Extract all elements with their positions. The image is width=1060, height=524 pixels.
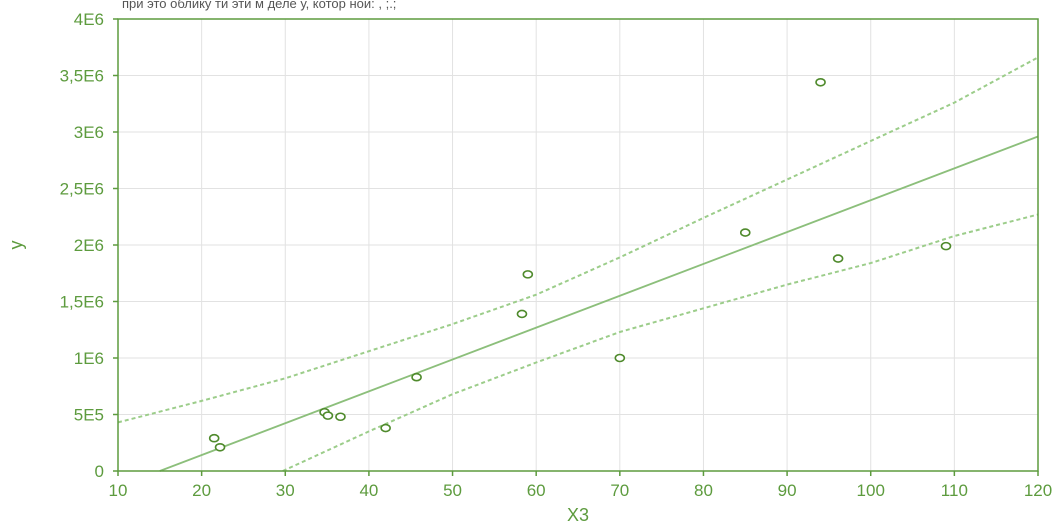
header-caption: при это облику ти эти м деле у, котор но… — [122, 0, 396, 11]
data-point — [516, 309, 528, 319]
grid — [118, 19, 1038, 471]
x-axis-ticks: 10 20 30 40 50 60 70 80 90 100 110 120 — [109, 471, 1052, 500]
data-point — [208, 433, 220, 443]
x-tick-label: 120 — [1024, 481, 1052, 500]
x-tick-label: 100 — [857, 481, 885, 500]
x-axis-title: X3 — [567, 505, 589, 524]
x-tick-label: 50 — [443, 481, 462, 500]
data-point — [832, 254, 844, 263]
x-tick-label: 70 — [610, 481, 629, 500]
regression-line-group — [159, 135, 1039, 472]
confidence-bands — [117, 56, 1039, 472]
data-point — [335, 412, 346, 422]
x-tick-label: 20 — [192, 481, 211, 500]
y-tick-label: 4E6 — [74, 10, 104, 29]
x-tick-label: 10 — [109, 481, 128, 500]
data-point — [214, 442, 226, 452]
data-point — [739, 228, 751, 237]
x-tick-label: 110 — [941, 481, 968, 500]
regression-line — [159, 135, 1039, 472]
y-tick-label: 1,5E6 — [60, 293, 104, 312]
y-tick-label: 3,5E6 — [60, 67, 104, 86]
lower-confidence-band — [282, 213, 1039, 472]
data-point — [380, 423, 391, 433]
data-points — [208, 77, 952, 452]
data-point — [522, 270, 534, 279]
x-tick-label: 80 — [694, 481, 713, 500]
x-tick-label: 30 — [276, 481, 295, 500]
data-point — [411, 372, 422, 382]
y-tick-label: 1E6 — [74, 349, 104, 368]
data-point — [322, 411, 334, 420]
upper-confidence-band — [117, 56, 1039, 424]
data-point — [614, 353, 626, 363]
x-tick-label: 90 — [778, 481, 797, 500]
y-tick-label: 5E5 — [74, 406, 104, 425]
y-axis-ticks: 0 5E5 1E6 1,5E6 2E6 2,5E6 3E6 3,5E6 4E6 — [60, 10, 118, 481]
y-tick-label: 0 — [95, 462, 104, 481]
data-point — [940, 241, 952, 251]
y-tick-label: 2E6 — [74, 236, 104, 255]
x-tick-label: 40 — [359, 481, 378, 500]
data-point — [815, 77, 826, 87]
x-tick-label: 60 — [527, 481, 546, 500]
y-tick-label: 3E6 — [74, 123, 104, 142]
y-tick-label: 2,5E6 — [60, 180, 104, 199]
y-axis-title: y — [6, 241, 26, 250]
